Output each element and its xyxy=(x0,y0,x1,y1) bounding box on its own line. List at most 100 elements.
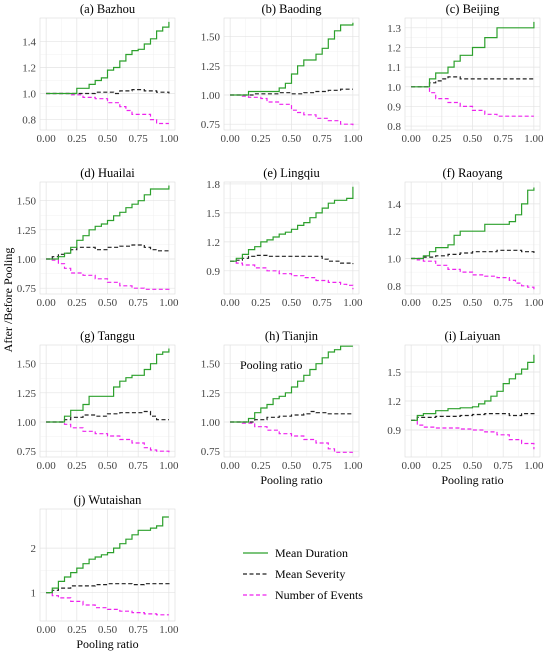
legend-label: Number of Events xyxy=(275,588,363,602)
series-line-mean-severity xyxy=(46,410,169,423)
y-tick-label: 0.8 xyxy=(387,281,401,293)
series-line-number-of-events xyxy=(230,260,354,290)
x-tick-label: 0.00 xyxy=(221,460,241,472)
x-tick-label: 0.00 xyxy=(402,297,422,309)
panel-title: (i) Laiyuan xyxy=(445,329,502,343)
legend-item-mean-duration: Mean Duration xyxy=(243,546,348,560)
x-tick-label: 0.50 xyxy=(98,133,118,145)
panel-b-baoding: 0.00 0.25 0.50 0.75 1.00 0.75 1.00 1.25 1.50 (b) … xyxy=(201,2,363,145)
x-tick-label: 0.50 xyxy=(282,133,302,145)
y-axis-label: After /Before Pooling xyxy=(1,248,15,353)
y-tick-label: 1.50 xyxy=(17,196,37,208)
series-line-mean-duration xyxy=(411,187,535,260)
y-tick-label: 1.5 xyxy=(206,208,220,220)
x-tick-label: 0.25 xyxy=(432,297,452,309)
y-tick-label: 1 xyxy=(31,588,37,600)
x-tick-label: 0.75 xyxy=(494,133,514,145)
panel-h-tianjin: 0.00 0.25 0.50 0.75 1.00 0.75 1.00 1.25 1.50 (h) … xyxy=(201,329,363,487)
x-tick-label: 0.75 xyxy=(313,133,333,145)
x-tick-label: 0.50 xyxy=(282,460,302,472)
y-tick-label: 1.8 xyxy=(206,179,220,191)
series-line-mean-severity xyxy=(230,254,354,265)
panel-title: (c) Beijing xyxy=(446,2,501,16)
y-tick-label: 0.75 xyxy=(17,283,37,295)
series-line-mean-duration xyxy=(230,186,354,262)
y-tick-label: 1.2 xyxy=(387,396,401,408)
series-line-number-of-events xyxy=(411,257,535,290)
x-tick-label: 0.50 xyxy=(98,460,118,472)
series-line-mean-severity xyxy=(46,583,170,594)
x-tick-label: 0.75 xyxy=(313,460,333,472)
legend-item-number-of-events: Number of Events xyxy=(243,588,363,602)
series-line-mean-severity xyxy=(411,413,535,421)
y-tick-label: 2 xyxy=(31,543,37,555)
y-tick-label: 0.8 xyxy=(387,121,401,133)
series-line-mean-duration xyxy=(46,185,170,260)
legend-item-mean-severity: Mean Severity xyxy=(243,567,345,581)
x-tick-label: 0.25 xyxy=(251,133,271,145)
y-tick-label: 1.3 xyxy=(387,23,401,35)
series-line-mean-severity xyxy=(411,249,535,260)
panel-e-lingqiu: 0.00 0.25 0.50 0.75 1.00 0.9 1.2 1.5 1.8 (e) Ling… xyxy=(206,166,363,309)
panel-f-raoyang: 0.00 0.25 0.50 0.75 1.00 0.8 1.0 1.2 1.4 (f) Raoy… xyxy=(387,166,544,309)
y-tick-label: 1.4 xyxy=(22,36,36,48)
panel-title: (j) Wutaishan xyxy=(74,493,142,507)
y-tick-label: 1.2 xyxy=(22,62,36,74)
x-tick-label: 1.00 xyxy=(159,460,179,472)
y-tick-label: 0.9 xyxy=(387,101,401,113)
panel-title: (b) Baoding xyxy=(261,2,322,16)
x-tick-label: 1.00 xyxy=(524,133,544,145)
x-tick-label: 0.25 xyxy=(251,460,271,472)
panel-title: (g) Tanggu xyxy=(80,329,136,343)
x-tick-label: 0.75 xyxy=(129,460,149,472)
x-tick-label: 1.00 xyxy=(343,297,363,309)
series-line-mean-duration xyxy=(411,21,535,88)
x-tick-label: 0.50 xyxy=(463,460,483,472)
y-tick-label: 1.0 xyxy=(22,89,36,101)
x-tick-label: 1.00 xyxy=(524,297,544,309)
x-tick-label: 0.00 xyxy=(402,133,422,145)
x-tick-label: 0.50 xyxy=(463,297,483,309)
series-line-mean-duration xyxy=(230,345,353,423)
series-line-number-of-events xyxy=(46,592,169,616)
panel-title: (a) Bazhou xyxy=(80,2,136,16)
series-line-number-of-events xyxy=(411,419,535,450)
y-tick-label: 1.2 xyxy=(387,226,401,238)
series-line-mean-severity xyxy=(46,89,170,95)
x-tick-label: 0.75 xyxy=(129,297,149,309)
x-tick-label: 0.25 xyxy=(67,133,87,145)
series-line-number-of-events xyxy=(230,94,354,126)
y-tick-label: 1.25 xyxy=(201,61,221,73)
y-tick-label: 1.50 xyxy=(201,32,221,44)
x-tick-label: 0.00 xyxy=(37,624,57,636)
series-line-number-of-events xyxy=(46,258,170,291)
panel-title: (f) Raoyang xyxy=(442,166,503,180)
x-tick-label: 0.75 xyxy=(494,297,514,309)
x-tick-label: 0.25 xyxy=(432,460,452,472)
y-tick-label: 1.00 xyxy=(17,417,37,429)
y-tick-label: 0.9 xyxy=(387,425,401,437)
x-tick-label: 0.00 xyxy=(221,133,241,145)
y-tick-label: 0.75 xyxy=(201,446,221,458)
panel-i-laiyuan: 0.00 0.25 0.50 0.75 1.00 0.9 1.2 1.5 (i) Laiyuan… xyxy=(387,329,544,487)
y-tick-label: 1.0 xyxy=(387,253,401,265)
x-tick-label: 1.00 xyxy=(159,624,179,636)
legend-label: Mean Severity xyxy=(275,567,345,581)
x-tick-label: 0.00 xyxy=(37,460,57,472)
y-tick-label: 1.2 xyxy=(206,237,220,249)
x-axis-label: Pooling ratio xyxy=(260,473,322,487)
y-tick-label: 1.1 xyxy=(387,62,401,74)
panel-d-huailai: 0.00 0.25 0.50 0.75 1.00 0.75 1.00 1.25 1.50 (d) … xyxy=(17,166,179,309)
y-tick-label: 1.25 xyxy=(17,225,37,237)
x-tick-label: 1.00 xyxy=(159,133,179,145)
y-tick-label: 0.9 xyxy=(206,266,220,278)
panel-title: (d) Huailai xyxy=(80,166,135,180)
x-tick-label: 1.00 xyxy=(343,133,363,145)
x-axis-label: Pooling ratio xyxy=(76,637,138,651)
panel-grid: 0.00 0.25 0.50 0.75 1.00 0.8 1.0 1.2 1.4 (a) Bazh… xyxy=(17,2,544,651)
series-line-number-of-events xyxy=(46,421,170,453)
x-tick-label: 0.25 xyxy=(251,297,271,309)
panel-g-tanggu: 0.00 0.25 0.50 0.75 1.00 0.75 1.00 1.25 1.50 (g) … xyxy=(17,329,179,472)
x-tick-label: 1.00 xyxy=(524,460,544,472)
y-tick-label: 1.0 xyxy=(387,82,401,94)
